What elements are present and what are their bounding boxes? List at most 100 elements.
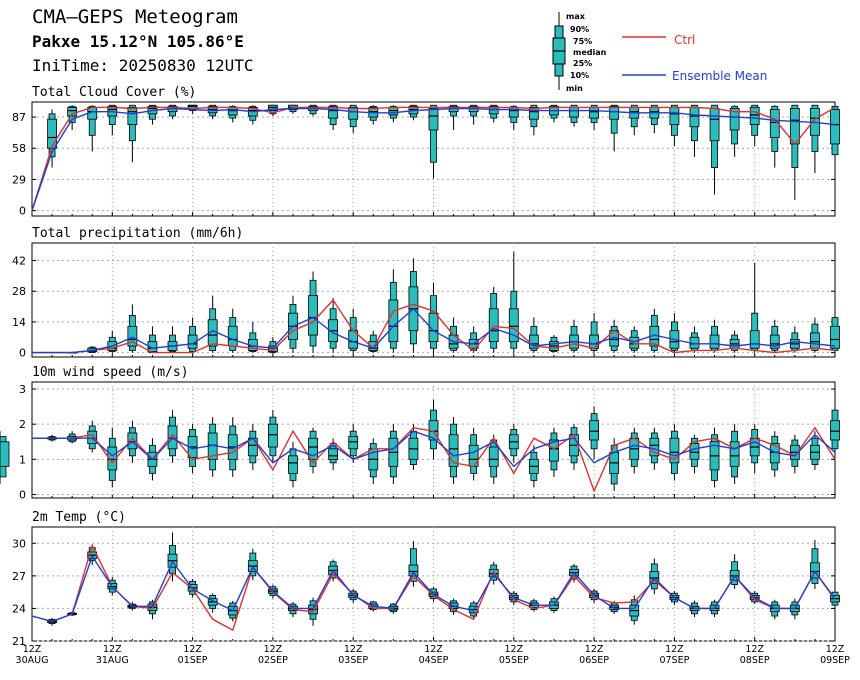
box-precipitation	[589, 313, 599, 353]
box-inner	[308, 437, 318, 460]
ytick-label-temperature: 21	[12, 635, 26, 648]
ytick-label-cloud-cover: 58	[12, 142, 26, 155]
box-inner	[709, 108, 720, 142]
ytick-label-precipitation: 0	[19, 347, 26, 360]
ensemble-mean-line-temperature	[31, 554, 836, 623]
box-cloud-cover	[689, 104, 700, 157]
ctrl-line-cloud-cover	[31, 106, 836, 211]
box-precipitation	[127, 304, 138, 353]
box-wind-speed	[629, 427, 640, 474]
legend-label-p10: 10%	[570, 71, 590, 80]
legend-label-p90: 90%	[570, 25, 590, 34]
ctrl-line-precipitation	[32, 298, 836, 354]
box-inner	[448, 434, 459, 467]
box-temperature	[629, 595, 640, 625]
box-cloud-cover	[830, 105, 840, 168]
box-inner	[0, 441, 10, 467]
box-cloud-cover	[127, 104, 138, 163]
box-wind-speed	[830, 392, 840, 456]
xtick-hour-label: 12Z	[585, 644, 604, 655]
ensemble-mean-line-cloud-cover	[31, 107, 836, 211]
box-inner	[830, 325, 840, 349]
box-wind-speed	[729, 424, 740, 484]
xtick-hour-label: 12Z	[103, 644, 122, 655]
ytick-label-temperature: 27	[12, 570, 26, 583]
ytick-label-precipitation: 42	[12, 255, 26, 268]
box-wind-speed	[87, 420, 98, 453]
box-inner	[87, 430, 98, 444]
box-inner	[830, 109, 840, 145]
box-inner	[127, 432, 138, 450]
box-inner	[569, 106, 579, 118]
panel-title-wind-speed: 10m wind speed (m/s)	[32, 365, 189, 380]
box-precipitation	[428, 282, 439, 353]
legend-label-max: max	[566, 12, 585, 21]
box-inner	[328, 105, 339, 119]
xtick-hour-label: 12Z	[826, 644, 845, 655]
box-cloud-cover	[589, 104, 599, 130]
box-inner	[669, 106, 680, 125]
box-cloud-cover	[569, 104, 579, 127]
box-precipitation	[528, 317, 539, 353]
box-cloud-cover	[709, 104, 720, 195]
box-cloud-cover	[348, 104, 359, 134]
box-inner	[348, 436, 359, 450]
ytick-label-wind-speed: 0	[19, 488, 26, 501]
box-wind-speed	[468, 427, 479, 481]
xtick-date-label: 30AUG	[16, 655, 49, 666]
box-inner	[308, 295, 318, 336]
ytick-label-temperature: 30	[12, 537, 26, 550]
box-wind-speed	[267, 410, 278, 463]
xtick-hour-label: 12Z	[183, 644, 202, 655]
box-wind-speed	[810, 431, 820, 470]
xtick-hour-label: 12Z	[264, 644, 283, 655]
box-inner	[649, 437, 660, 457]
legend-label-p25: 25%	[573, 59, 593, 68]
box-inner	[609, 105, 620, 120]
box-inner	[408, 564, 419, 577]
box-inner	[729, 108, 740, 131]
panel-title-cloud-cover: Total Cloud Cover (%)	[32, 85, 196, 100]
box-precipitation	[789, 326, 800, 353]
xtick-hour-label: 12Z	[344, 644, 363, 655]
box-precipitation	[749, 262, 760, 353]
box-wind-speed	[569, 424, 579, 470]
ytick-label-precipitation: 14	[12, 316, 26, 329]
panel-temperature: 2m Temp (°C) 21 24 27 30	[12, 510, 840, 648]
xtick-date-label: 31AUG	[96, 655, 129, 666]
box-cloud-cover	[528, 104, 539, 136]
box-cloud-cover	[769, 105, 780, 168]
legend-mean-label: Ensemble Mean	[672, 69, 768, 83]
xtick-date-label: 06SEP	[579, 655, 609, 666]
box-inner	[468, 444, 479, 467]
box-wind-speed	[789, 434, 800, 474]
legend-label-median: median	[573, 48, 607, 57]
box-cloud-cover	[288, 104, 298, 114]
xtick-date-label: 04SEP	[419, 655, 449, 666]
box-precipitation	[709, 319, 720, 353]
xtick-date-label: 01SEP	[178, 655, 208, 666]
legend-label-min: min	[566, 84, 583, 93]
ytick-label-cloud-cover: 29	[12, 173, 26, 186]
box-precipitation	[769, 319, 780, 353]
box-inner	[107, 446, 118, 471]
box-temperature	[247, 548, 258, 581]
ctrl-line-wind-speed	[32, 426, 836, 493]
box-cloud-cover	[428, 104, 439, 179]
box-wind-speed	[368, 438, 379, 484]
box-precipitation	[308, 271, 318, 353]
box-inner	[709, 334, 720, 349]
xtick-hour-label: 12Z	[665, 644, 684, 655]
box-outer	[430, 104, 437, 163]
box-inner	[147, 341, 158, 352]
box-precipitation	[830, 310, 840, 353]
xtick-hour-label: 12Z	[424, 644, 443, 655]
xtick-hour-label: 12Z	[23, 644, 42, 655]
ensemble-mean-line-wind-speed	[32, 430, 836, 468]
box-precipitation	[669, 313, 680, 353]
box-inner	[589, 420, 599, 441]
box-precipitation	[609, 319, 620, 353]
box-wind-speed	[709, 427, 720, 488]
box-temperature	[408, 541, 419, 587]
box-temperature	[308, 597, 318, 626]
